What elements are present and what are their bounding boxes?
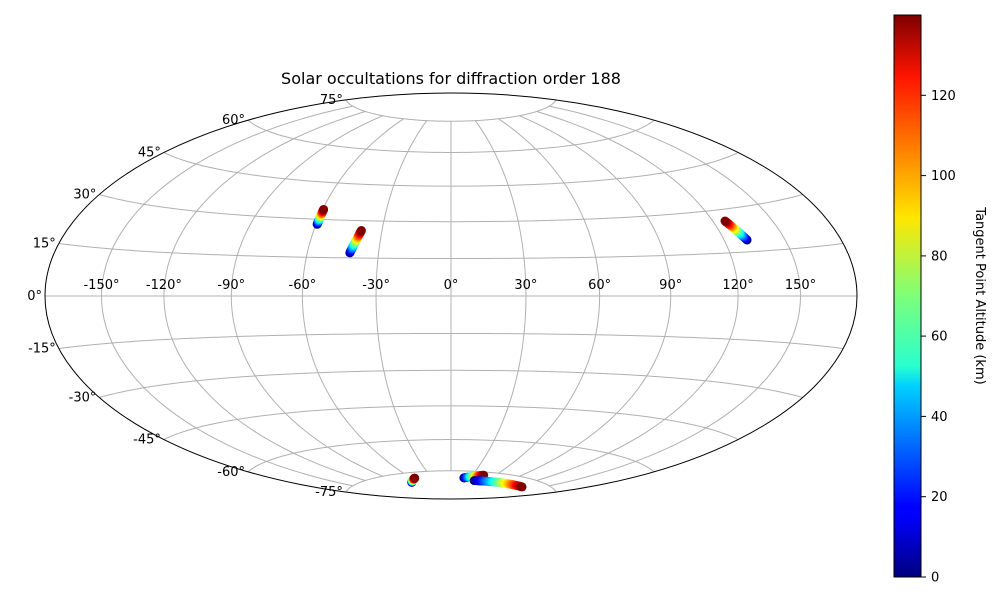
latitude-tick-label: 30°: [73, 188, 96, 203]
latitude-tick-label: -15°: [28, 342, 56, 357]
longitude-tick-label: 60°: [588, 278, 611, 293]
longitude-tick-label: -30°: [362, 278, 390, 293]
latitude-tick-labels: 75° 60° 45° 30° 15° 0° -15° -30° -45° -60° -75°: [27, 93, 343, 500]
longitude-tick-label: -60°: [289, 278, 317, 293]
parallel-line: [58, 242, 844, 260]
colorbar: 0 20 40 60 80 100 120 Tangent Point Altitude (…: [893, 14, 987, 586]
latitude-tick-label: 0°: [27, 289, 42, 304]
parallel-line: [163, 405, 739, 440]
colorbar-tick-label: 20: [931, 490, 948, 505]
occultation-point: [517, 482, 527, 492]
latitude-tick-label: -30°: [69, 391, 97, 406]
occultation-point: [356, 226, 366, 236]
latitude-tick-label: 15°: [33, 237, 56, 252]
parallel-line: [58, 332, 844, 350]
latitude-tick-label: 60°: [222, 113, 245, 128]
occultation-points: [312, 204, 752, 492]
longitude-tick-label: 150°: [785, 278, 816, 293]
longitude-tick-label: 120°: [722, 278, 753, 293]
longitude-tick-label: -120°: [146, 278, 182, 293]
colorbar-tick-label: 0: [931, 571, 939, 586]
parallel-line: [345, 99, 557, 122]
longitude-tick-label: 30°: [514, 278, 537, 293]
latitude-tick-label: -75°: [315, 485, 343, 500]
parallel-line: [163, 152, 739, 187]
longitude-tick-label: 0°: [444, 278, 459, 293]
colorbar-tick-label: 80: [931, 249, 948, 264]
chart-title: Solar occultations for diffraction order…: [281, 69, 621, 88]
occultation-point: [720, 216, 730, 226]
latitude-tick-label: -60°: [217, 465, 245, 480]
colorbar-tick-label: 60: [931, 330, 948, 345]
occultation-point: [410, 473, 420, 483]
parallel-line: [247, 439, 655, 473]
graticule: [45, 99, 857, 493]
colorbar-gradient: [893, 14, 922, 578]
latitude-tick-label: -45°: [133, 433, 161, 448]
parallel-line: [247, 119, 655, 153]
longitude-tick-label: -150°: [83, 278, 119, 293]
parallel-line: [345, 470, 557, 493]
longitude-tick-labels: -150° -120° -90° -60° -30° 0° 30° 60° 90° 120° 150…: [83, 278, 816, 293]
longitude-tick-label: -90°: [217, 278, 245, 293]
longitude-tick-label: 90°: [659, 278, 682, 293]
colorbar-tick-label: 120: [931, 89, 956, 104]
parallel-line: [99, 369, 803, 398]
latitude-tick-label: 45°: [138, 146, 161, 161]
parallel-line: [99, 194, 803, 223]
colorbar-tick-label: 40: [931, 410, 948, 425]
map-boundary: [44, 92, 858, 500]
occultation-point: [319, 204, 329, 214]
colorbar-label: Tangent Point Altitude (km): [972, 206, 987, 384]
latitude-tick-label: 75°: [320, 93, 343, 108]
colorbar-ticks: 0 20 40 60 80 100 120: [921, 89, 956, 586]
colorbar-tick-label: 100: [931, 169, 956, 184]
